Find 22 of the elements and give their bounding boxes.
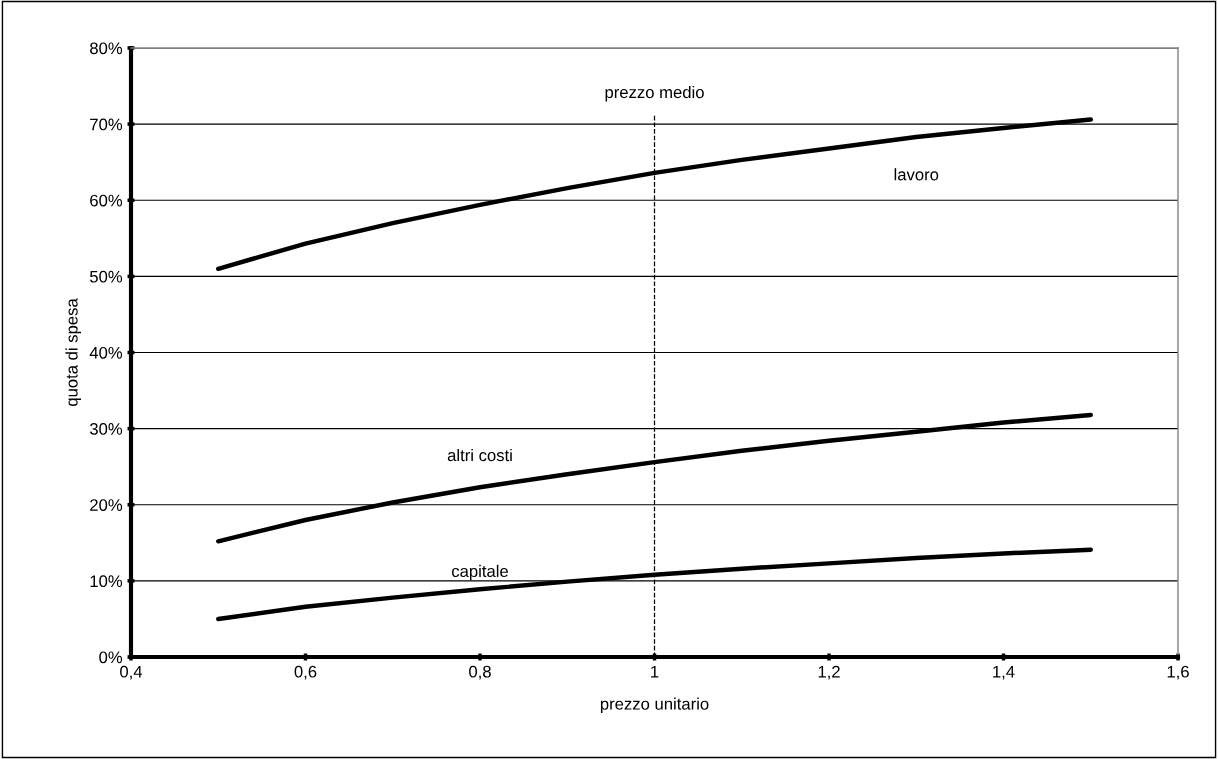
x-tick-label: 1,6 — [1167, 665, 1189, 680]
y-tick-label: 20% — [90, 499, 123, 511]
y-tick-label: 60% — [90, 194, 123, 207]
y-tick-label: 80% — [90, 42, 123, 55]
y-tick-label: 10% — [90, 575, 123, 588]
series-label: capitale — [451, 564, 508, 581]
y-tick-label: 70% — [90, 118, 123, 131]
ref-line-label: prezzo medio — [605, 85, 704, 102]
x-tick-label: 1 — [651, 665, 659, 678]
series-label: lavoro — [894, 168, 939, 181]
x-tick-label: 1,2 — [818, 665, 840, 680]
x-tick-label: 1,4 — [993, 665, 1015, 680]
y-tick-label: 30% — [89, 423, 123, 435]
x-tick-label: 0,4 — [120, 665, 143, 680]
y-tick-label: 0% — [99, 651, 123, 664]
y-tick-label: 40% — [89, 346, 123, 359]
x-tick-label: 0,6 — [294, 665, 317, 680]
x-tick-label: 0,8 — [469, 665, 491, 680]
y-tick-label: 50% — [89, 270, 123, 283]
y-axis-title: quota di spesa — [65, 298, 81, 406]
x-axis-title: prezzo unitario — [600, 697, 709, 714]
series-label: altri costi — [447, 448, 512, 462]
